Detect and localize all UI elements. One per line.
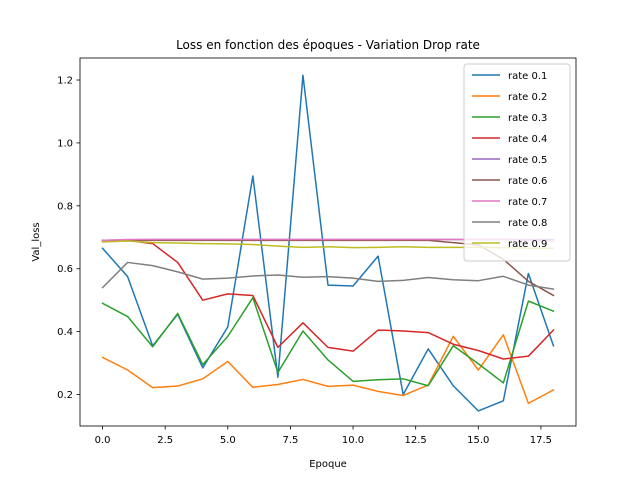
- legend-label-2: rate 0.2: [508, 92, 547, 103]
- axes-frame: [79, 57, 577, 427]
- legend-label-4: rate 0.4: [508, 134, 547, 145]
- axis-ticks: 0.0 2.5 5.0 7.5 10.0 12.5 15.0 17.5 0.2 0.4 0.6 0.8…: [57, 76, 552, 446]
- x-axis-title: Epoque: [309, 459, 347, 470]
- x-tick-label: 2.5: [157, 435, 173, 446]
- y-tick-label: 0.8: [57, 201, 73, 212]
- y-axis-title: Val_loss: [31, 222, 42, 261]
- series-line-4: [101, 239, 555, 360]
- legend-label-5: rate 0.5: [508, 155, 547, 166]
- legend: rate 0.1 rate 0.2 rate 0.3 rate 0.4 rate 0.5…: [463, 63, 571, 262]
- chart-title: Loss en fonction des époques - Variation…: [176, 38, 480, 52]
- y-tick-label: 1.2: [57, 76, 73, 87]
- x-tick-label: 0.0: [95, 435, 111, 446]
- y-tick-label: 0.2: [57, 390, 73, 401]
- legend-label-9: rate 0.9: [508, 239, 547, 250]
- x-tick-label: 12.5: [405, 435, 427, 446]
- y-tick-label: 0.6: [57, 264, 73, 275]
- series-line-2: [101, 334, 555, 405]
- legend-label-7: rate 0.7: [508, 197, 547, 208]
- legend-label-6: rate 0.6: [508, 176, 547, 187]
- legend-label-1: rate 0.1: [508, 71, 547, 82]
- y-tick-label: 0.4: [57, 327, 73, 338]
- series-line-3: [101, 296, 555, 387]
- x-tick-label: 17.5: [530, 435, 552, 446]
- y-tick-label: 1.0: [57, 138, 73, 149]
- legend-label-3: rate 0.3: [508, 113, 547, 124]
- x-tick-label: 15.0: [467, 435, 489, 446]
- series-line-8: [101, 261, 555, 291]
- x-tick-label: 5.0: [220, 435, 236, 446]
- x-tick-label: 7.5: [282, 435, 298, 446]
- legend-label-8: rate 0.8: [508, 218, 547, 229]
- legend-box: [463, 63, 571, 262]
- x-tick-label: 10.0: [342, 435, 364, 446]
